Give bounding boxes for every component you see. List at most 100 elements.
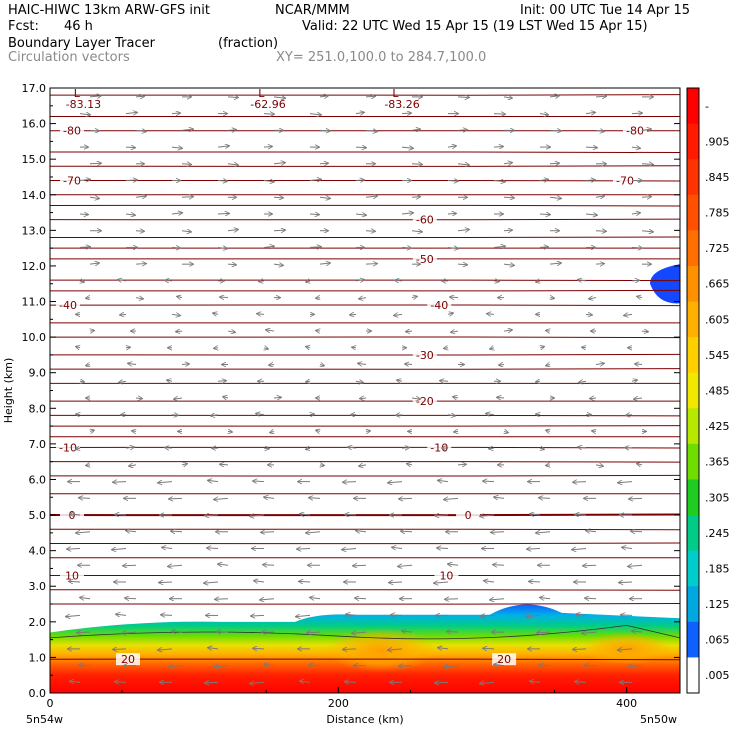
colorbar-label: .365 <box>705 456 730 469</box>
circulation-vector <box>125 180 137 181</box>
circulation-vector <box>585 214 597 215</box>
contour-label: -70 <box>63 175 81 188</box>
circulation-vector <box>480 682 495 683</box>
contour-label: -40 <box>59 299 77 312</box>
circulation-vector <box>217 181 227 182</box>
circulation-vector <box>481 615 495 616</box>
circulation-vector <box>480 515 495 516</box>
circulation-vector <box>171 247 180 248</box>
circulation-vector <box>573 649 587 650</box>
circulation-vector <box>536 381 540 382</box>
circulation-vector <box>227 130 236 131</box>
circulation-vector <box>214 666 229 667</box>
circulation-vector <box>550 298 554 299</box>
circulation-vector <box>227 97 238 98</box>
colorbar: - .905 .845 .785 .725 .665 .605 .545 .485 .425 .36… <box>686 87 730 694</box>
circulation-vector <box>346 614 357 615</box>
isotherm-line <box>49 304 681 307</box>
colorbar-swatch <box>687 301 699 338</box>
circulation-vector <box>215 599 229 600</box>
x-tick-label: 0 <box>47 697 54 710</box>
low-marker: L <box>392 87 399 100</box>
circulation-vector <box>536 281 540 282</box>
colorbar-label: .245 <box>705 527 730 540</box>
circulation-vector <box>399 498 413 499</box>
circulation-vector <box>69 581 81 582</box>
isotherm-line <box>49 353 681 356</box>
circulation-vector <box>310 597 321 598</box>
circulation-vector <box>493 565 505 566</box>
contour-label: -60 <box>416 214 434 227</box>
circulation-vector <box>171 113 180 114</box>
circulation-vector <box>343 482 357 483</box>
circulation-vector <box>273 397 281 398</box>
circulation-vector <box>217 381 226 382</box>
circulation-vector <box>172 631 183 632</box>
circulation-vector <box>503 264 514 265</box>
y-tick-label: 14.0 <box>22 189 47 202</box>
circulation-vector <box>181 164 191 165</box>
circulation-vector <box>310 414 314 415</box>
circulation-vector <box>503 163 512 164</box>
colorbar-swatch <box>687 123 699 160</box>
circulation-vector <box>575 514 587 515</box>
circulation-vector <box>539 214 550 215</box>
circulation-vector <box>447 181 458 182</box>
circulation-vector <box>622 547 633 548</box>
circulation-vector <box>158 649 173 650</box>
circulation-vector <box>365 196 377 197</box>
circulation-vector <box>411 231 422 232</box>
circulation-vector <box>89 197 99 198</box>
circulation-vector <box>263 181 274 182</box>
circulation-vector <box>586 531 597 532</box>
circulation-vector <box>405 364 413 365</box>
circulation-vector <box>306 448 310 449</box>
tracer-field <box>50 264 680 693</box>
y-tick-label: 17.0 <box>22 82 47 95</box>
circulation-vector <box>493 146 503 147</box>
circulation-vector <box>355 381 363 382</box>
circulation-vector <box>352 632 367 633</box>
circulation-vector <box>355 598 367 599</box>
circulation-vector <box>618 649 633 650</box>
circulation-vector <box>90 330 94 331</box>
circulation-vector <box>118 280 127 281</box>
circulation-vector <box>572 549 587 550</box>
circulation-vector <box>444 498 459 499</box>
circulation-vector <box>177 296 183 297</box>
circulation-vector <box>70 514 81 515</box>
circulation-vector <box>125 214 135 215</box>
model-title: HAIC-HIWC 13km ARW-GFS init <box>8 3 210 18</box>
circulation-vector <box>348 447 357 448</box>
x-tick-label: 400 <box>616 697 637 710</box>
circulation-vector <box>343 649 357 650</box>
circulation-vector <box>159 582 173 583</box>
circulation-vector <box>589 298 597 299</box>
circulation-vector <box>631 280 639 281</box>
circulation-vector <box>549 197 561 198</box>
colorbar-swatch <box>687 265 699 303</box>
contour-label: -10 <box>59 441 77 454</box>
circulation-vector <box>89 130 99 131</box>
circulation-vector <box>489 448 495 449</box>
circulation-vector <box>181 464 187 465</box>
circulation-vector <box>171 147 182 148</box>
circulation-vector <box>306 532 321 533</box>
circulation-vector <box>181 231 191 232</box>
plot-frame <box>49 87 681 694</box>
contour-label-bg <box>56 441 80 454</box>
circulation-vector <box>546 330 550 331</box>
circulation-vector <box>453 397 459 398</box>
isotherm-line <box>49 589 681 591</box>
circulation-vector <box>263 246 274 247</box>
colorbar-swatch <box>687 657 699 694</box>
circulation-vector <box>493 114 505 115</box>
circulation-vector <box>253 648 265 649</box>
isotherm-line <box>49 179 681 182</box>
circulation-vector <box>223 397 229 398</box>
colorbar-label: .185 <box>705 562 730 575</box>
contour-label: -40 <box>430 299 448 312</box>
circulation-vector <box>625 448 633 449</box>
circulation-vector <box>447 632 459 633</box>
circulation-vector <box>217 247 227 248</box>
